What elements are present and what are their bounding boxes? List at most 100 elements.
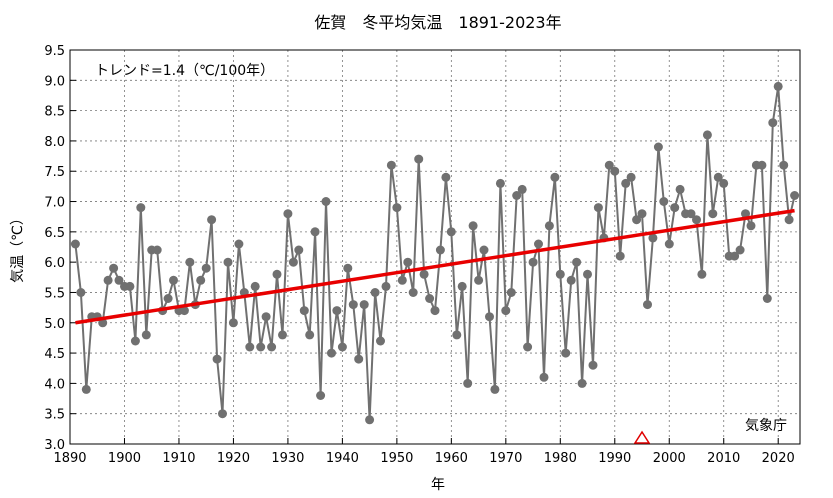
data-point [256, 342, 266, 352]
data-point [692, 215, 701, 225]
data-point [686, 209, 696, 219]
data-point [196, 275, 206, 285]
data-point [632, 215, 642, 225]
x-tick-label: 1990 [598, 451, 631, 466]
data-point [103, 275, 113, 285]
data-point [653, 142, 663, 152]
data-point [76, 288, 86, 297]
data-point [485, 312, 494, 322]
data-point [435, 245, 445, 255]
data-point [452, 330, 462, 340]
data-point [468, 221, 478, 231]
data-point [223, 257, 233, 267]
data-point [310, 227, 320, 237]
data-point [332, 306, 342, 316]
y-axis-label: 気温（℃） [10, 211, 26, 283]
x-tick-label: 2010 [707, 451, 740, 466]
data-point [425, 294, 435, 303]
data-point [593, 203, 603, 213]
data-point [169, 275, 178, 285]
data-point [365, 415, 375, 425]
data-point [615, 251, 625, 261]
y-tick-label: 9.0 [44, 74, 65, 89]
data-point [397, 275, 407, 285]
data-point [746, 221, 756, 231]
data-point [577, 378, 587, 388]
data-point [730, 251, 740, 261]
y-tick-label: 4.5 [44, 347, 65, 362]
y-tick-label: 7.0 [44, 196, 65, 211]
x-axis-ticks: 1890 1900 1910 1920 1930 1940 1950 1960 1970 1980… [53, 438, 795, 466]
x-axis-label: 年 [431, 477, 445, 493]
data-point [70, 239, 80, 249]
data-point [283, 209, 293, 219]
data-point [234, 239, 244, 249]
data-point [179, 306, 189, 316]
data-point [670, 203, 680, 213]
data-point [337, 342, 347, 352]
series-line [74, 86, 796, 420]
data-point [109, 263, 119, 273]
data-point [790, 191, 800, 200]
data-point [762, 294, 772, 303]
data-point [250, 281, 260, 291]
data-point [550, 172, 560, 182]
data-point [773, 81, 783, 91]
data-point [512, 191, 522, 200]
data-point [354, 354, 364, 364]
data-point [528, 257, 538, 267]
data-point [441, 172, 451, 182]
data-point [185, 257, 195, 267]
station-change-marker-icon [633, 430, 651, 444]
data-point [272, 269, 282, 279]
data-point [501, 306, 511, 316]
data-point [604, 160, 614, 170]
data-point [299, 306, 309, 316]
data-point [392, 203, 402, 213]
x-tick-label: 1940 [326, 451, 359, 466]
data-point [697, 269, 707, 279]
data-point [457, 281, 467, 291]
data-point [278, 330, 287, 340]
data-point [81, 384, 91, 394]
data-point [419, 269, 429, 279]
data-point [408, 288, 418, 297]
data-point [163, 294, 173, 303]
data-point [539, 372, 549, 382]
x-tick-label: 1930 [271, 451, 304, 466]
data-point [643, 300, 652, 310]
y-tick-label: 3.0 [44, 438, 65, 453]
y-tick-label: 5.5 [44, 286, 65, 301]
data-point [261, 312, 271, 322]
data-point [321, 197, 331, 206]
data-point [659, 197, 669, 206]
y-tick-label: 4.0 [44, 377, 65, 392]
data-point [136, 203, 146, 213]
trend-line [75, 208, 795, 325]
data-point [713, 172, 723, 182]
data-point [343, 263, 353, 273]
y-axis-ticks: 3.0 3.5 4.0 4.5 5.0 5.5 6.0 6.5 7.0 7.5 8.0 8.5 9.0 9… [44, 44, 76, 453]
data-point [288, 257, 298, 267]
data-point [572, 257, 582, 267]
data-point [637, 209, 647, 219]
data-point [228, 318, 238, 328]
data-point [561, 348, 571, 358]
data-point [708, 209, 718, 219]
data-point [735, 245, 745, 255]
data-point [125, 281, 135, 291]
data-point [141, 330, 151, 340]
data-point [675, 184, 685, 194]
data-point [376, 336, 385, 346]
x-tick-label: 1980 [544, 451, 577, 466]
y-tick-label: 5.0 [44, 317, 65, 332]
x-tick-label: 1890 [53, 451, 86, 466]
data-point [305, 330, 315, 340]
data-point [588, 360, 598, 370]
data-point [430, 306, 440, 316]
chart-title: 佐賀 冬平均気温 1891-2023年 [314, 13, 561, 32]
y-tick-label: 9.5 [44, 44, 65, 59]
y-tick-label: 3.5 [44, 408, 65, 423]
data-point [583, 269, 592, 279]
